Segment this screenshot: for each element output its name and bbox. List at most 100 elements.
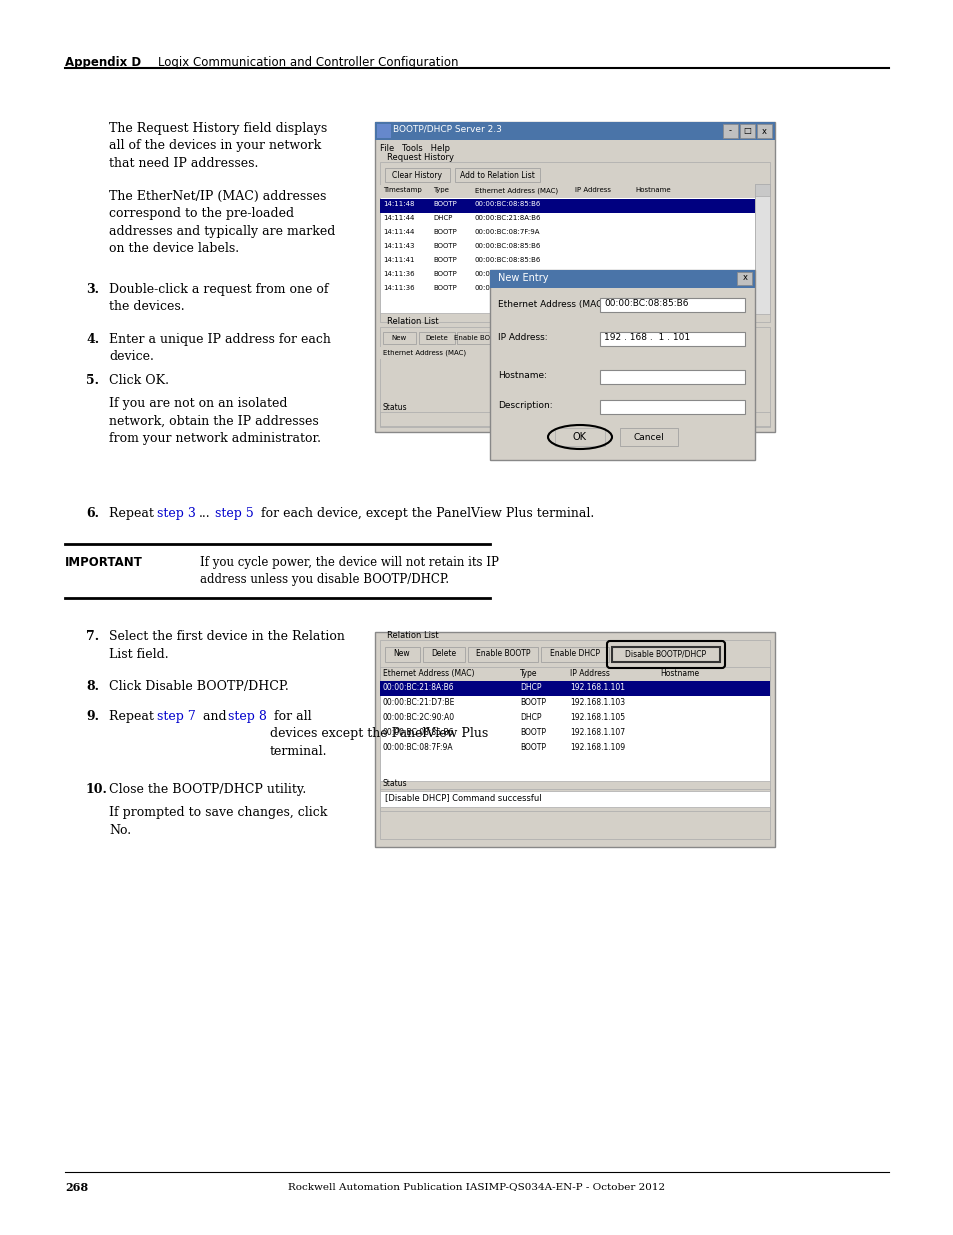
- Text: 00:00:BC:08:85:B6: 00:00:BC:08:85:B6: [603, 300, 688, 309]
- Text: Rockwell Automation Publication IASIMP-QS034A-EN-P - October 2012: Rockwell Automation Publication IASIMP-Q…: [288, 1182, 665, 1191]
- Text: Ethernet Address (MAC): Ethernet Address (MAC): [382, 350, 466, 356]
- Bar: [379, 789, 769, 811]
- Text: Status: Status: [382, 403, 407, 411]
- Text: Delete: Delete: [431, 650, 456, 658]
- Text: 00:00:BC:08:85:B6: 00:00:BC:08:85:B6: [382, 727, 454, 737]
- Bar: [379, 680, 769, 781]
- Bar: [418, 332, 455, 345]
- Bar: [379, 640, 769, 839]
- Text: 192 . 168 .  1 . 101: 192 . 168 . 1 . 101: [603, 333, 689, 342]
- Text: step 7: step 7: [157, 710, 195, 722]
- Text: 14:11:48: 14:11:48: [382, 201, 414, 207]
- Text: Hostname: Hostname: [659, 669, 699, 678]
- Text: -: -: [728, 126, 731, 136]
- Bar: [379, 327, 769, 427]
- Bar: [376, 124, 391, 138]
- Text: The Request History field displays
all of the devices in your network
that need : The Request History field displays all o…: [109, 122, 327, 170]
- Text: 5.: 5.: [86, 374, 99, 387]
- Text: 14:11:44: 14:11:44: [382, 228, 414, 235]
- Text: 00:00:BC:08:85:B6: 00:00:BC:08:85:B6: [475, 243, 540, 249]
- Text: If you cycle power, the device will not retain its IP
address unless you disable: If you cycle power, the device will not …: [200, 556, 498, 587]
- Text: File   Tools   Help: File Tools Help: [379, 144, 450, 153]
- Text: Enable DHCP: Enable DHCP: [550, 650, 599, 658]
- Text: New Entry: New Entry: [497, 273, 548, 283]
- Bar: [379, 347, 769, 359]
- Bar: [619, 429, 678, 446]
- Text: 00:00:BC:21:D7:BE: 00:00:BC:21:D7:BE: [382, 698, 455, 706]
- Text: Enter a unique IP address for each
device.: Enter a unique IP address for each devic…: [109, 333, 331, 363]
- Text: Click OK.: Click OK.: [109, 374, 169, 387]
- Bar: [490, 270, 754, 288]
- Text: New: New: [391, 335, 406, 341]
- Bar: [379, 185, 754, 198]
- Text: Repeat: Repeat: [109, 508, 157, 520]
- Text: 00:00:BC:08:7F:9A: 00:00:BC:08:7F:9A: [382, 743, 453, 752]
- Bar: [382, 332, 416, 345]
- Text: IMPORTANT: IMPORTANT: [65, 556, 143, 569]
- Text: IP Address: IP Address: [569, 669, 609, 678]
- Text: Select the first device in the Relation
List field.: Select the first device in the Relation …: [109, 630, 345, 661]
- Text: DHCP: DHCP: [519, 713, 541, 722]
- Bar: [456, 332, 493, 345]
- Text: BOOTP: BOOTP: [433, 285, 456, 291]
- Text: ...: ...: [199, 508, 211, 520]
- Bar: [385, 647, 419, 662]
- Text: 6.: 6.: [86, 508, 99, 520]
- Bar: [455, 168, 539, 182]
- Text: 14:11:36: 14:11:36: [382, 270, 415, 277]
- Text: 4.: 4.: [86, 333, 99, 346]
- Bar: [379, 412, 769, 426]
- Text: 268: 268: [65, 1182, 88, 1193]
- Text: BOOTP/DHCP Server 2.3: BOOTP/DHCP Server 2.3: [393, 125, 501, 135]
- Text: 192.168.1.101: 192.168.1.101: [569, 683, 624, 692]
- Text: IP Address:: IP Address:: [497, 333, 547, 342]
- Text: 00:00:BC:08:85:B6: 00:00:BC:08:85:B6: [475, 201, 540, 207]
- Bar: [379, 790, 769, 806]
- Text: 14:11:36: 14:11:36: [382, 285, 415, 291]
- Text: BOOTP: BOOTP: [519, 698, 545, 706]
- Text: 192.168.1.109: 192.168.1.109: [569, 743, 624, 752]
- Text: 14:11:44: 14:11:44: [382, 215, 414, 221]
- Bar: [599, 400, 744, 414]
- Bar: [599, 370, 744, 384]
- Text: Ethernet Address (MAC): Ethernet Address (MAC): [475, 186, 558, 194]
- Bar: [599, 298, 744, 312]
- Text: Type: Type: [519, 669, 537, 678]
- Text: 192.168.1.103: 192.168.1.103: [569, 698, 624, 706]
- Text: 00:00:BC:21:8A:B6: 00:00:BC:21:8A:B6: [382, 683, 455, 692]
- Text: BOOTP: BOOTP: [433, 270, 456, 277]
- Bar: [490, 270, 754, 459]
- Text: Repeat: Repeat: [109, 710, 157, 722]
- Text: Enable BOOTP: Enable BOOTP: [476, 650, 530, 658]
- Text: Timestamp: Timestamp: [382, 186, 421, 193]
- Text: 9.: 9.: [86, 710, 99, 722]
- Bar: [754, 184, 769, 314]
- Text: 10.: 10.: [86, 783, 108, 797]
- Text: 00:00:BC:21:8A:B6: 00:00:BC:21:8A:B6: [475, 215, 541, 221]
- Text: DHCP: DHCP: [433, 215, 452, 221]
- Text: Relation List: Relation List: [387, 631, 438, 641]
- Text: New: New: [394, 650, 410, 658]
- Text: Disable BOOTP/DHCP: Disable BOOTP/DHCP: [625, 650, 706, 658]
- Text: x: x: [741, 273, 747, 283]
- Text: Status: Status: [382, 779, 407, 788]
- Text: BOOTP: BOOTP: [519, 743, 545, 752]
- Text: 14:11:41: 14:11:41: [382, 257, 414, 263]
- Text: Ethernet Address (MAC): Ethernet Address (MAC): [382, 669, 474, 678]
- Bar: [757, 124, 771, 138]
- Text: step 8: step 8: [228, 710, 267, 722]
- Text: The EtherNet/IP (MAC) addresses
correspond to the pre-loaded
addresses and typic: The EtherNet/IP (MAC) addresses correspo…: [109, 190, 335, 256]
- Text: [Disable DHCP] Command successful: [Disable DHCP] Command successful: [385, 794, 541, 803]
- Text: BOOTP: BOOTP: [433, 228, 456, 235]
- Text: Ethernet Address (MAC):: Ethernet Address (MAC):: [497, 300, 608, 309]
- Text: Hostname:: Hostname:: [497, 372, 546, 380]
- Text: BOOTP: BOOTP: [433, 243, 456, 249]
- Text: Logix Communication and Controller Configuration: Logix Communication and Controller Confi…: [158, 56, 458, 69]
- Text: Relation List: Relation List: [387, 317, 438, 326]
- Bar: [379, 667, 769, 680]
- Bar: [540, 647, 608, 662]
- Bar: [555, 429, 604, 446]
- Text: 8.: 8.: [86, 680, 99, 693]
- Text: Add to Relation List: Add to Relation List: [459, 170, 534, 179]
- Bar: [754, 184, 769, 196]
